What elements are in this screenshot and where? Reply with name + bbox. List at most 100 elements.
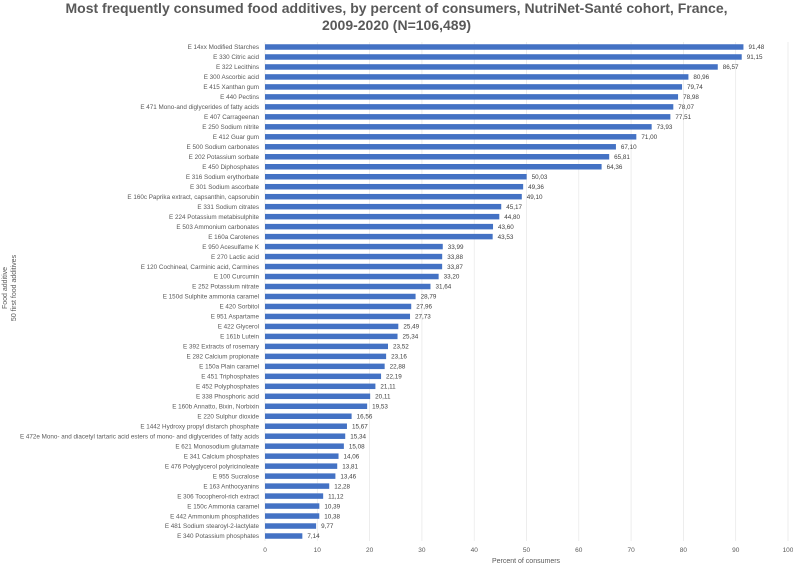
bar (265, 383, 376, 390)
category-label: E 270 Lactic acid (211, 254, 259, 261)
value-label: 64,36 (607, 164, 623, 171)
value-label: 10,39 (324, 503, 340, 510)
x-axis-title: Percent of consumers (492, 558, 561, 565)
category-label: E 160c Paprika extract, capsanthin, caps… (127, 194, 259, 201)
category-label: E 415 Xanthan gum (203, 84, 259, 91)
bar (265, 203, 502, 210)
value-label: 27,96 (416, 304, 432, 311)
bar (265, 213, 500, 220)
bar (265, 193, 522, 200)
value-label: 43,53 (498, 234, 514, 241)
category-label: E 951 Aspartame (211, 314, 260, 321)
value-label: 78,07 (678, 104, 694, 111)
category-label: E 440 Pectins (220, 94, 259, 101)
bar (265, 403, 368, 410)
category-label: E 160b Annatto, Bixin, Norbixin (172, 403, 259, 410)
chart-title-line-1: Most frequently consumed food additives,… (65, 0, 728, 16)
category-label: E 476 Polyglycerol polyricinoleate (165, 463, 260, 470)
bar (265, 373, 382, 380)
value-label: 44,80 (504, 214, 520, 221)
x-tick-label: 90 (732, 547, 740, 554)
value-label: 49,10 (527, 194, 543, 201)
category-label: E 14xx Modified Starches (188, 44, 259, 51)
category-label: E 220 Sulphur dioxide (197, 413, 259, 420)
chart-title-line-2: 2009-2020 (N=106,489) (321, 17, 472, 33)
bar (265, 433, 346, 439)
value-label: 23,16 (391, 354, 407, 361)
bar (265, 263, 443, 270)
chart-title: Most frequently consumed food additives,… (0, 0, 793, 34)
x-tick-label: 10 (314, 547, 322, 554)
value-labels: 91,48 91,15 86,57 80,96 79,74 78,98 78,07 77,51… (307, 44, 764, 540)
value-label: 77,51 (675, 114, 691, 121)
bar (265, 443, 344, 449)
bar (265, 144, 616, 150)
value-label: 71,00 (641, 134, 657, 141)
category-label: E 420 Sorbitol (219, 304, 259, 311)
x-tick-label: 20 (366, 547, 374, 554)
x-tick-label: 70 (627, 547, 635, 554)
category-label: E 163 Anthocyanins (203, 483, 259, 490)
category-label: E 407 Carrageenan (204, 114, 259, 121)
x-tick-label: 30 (418, 547, 426, 554)
bar (265, 453, 339, 459)
category-label: E 955 Sucralose (213, 473, 260, 480)
value-label: 22,19 (386, 374, 402, 381)
bar (265, 513, 320, 519)
x-tick-label: 0 (263, 547, 267, 554)
category-label: E 250 Sodium nitrite (202, 124, 259, 131)
value-label: 11,12 (328, 493, 344, 500)
value-label: 9,77 (321, 523, 334, 530)
value-label: 20,11 (375, 393, 391, 400)
bar (265, 353, 387, 360)
category-label: E 160a Carotenes (208, 234, 259, 241)
category-label: E 282 Calcium propionate (187, 354, 260, 361)
value-label: 86,57 (723, 64, 739, 71)
value-label: 15,34 (350, 433, 366, 440)
bar (265, 413, 352, 419)
category-label: E 150d Sulphite ammonia caramel (163, 294, 259, 301)
bar (265, 44, 744, 50)
bar (265, 533, 303, 539)
bar (265, 253, 443, 260)
value-label: 67,10 (621, 144, 637, 151)
value-label: 73,93 (657, 124, 673, 131)
category-label: E 412 Guar gum (213, 134, 259, 141)
bar (265, 493, 324, 499)
x-tick-label: 40 (471, 547, 479, 554)
category-label: E 450 Diphosphates (202, 164, 259, 171)
bar (265, 313, 411, 320)
bar (265, 243, 443, 250)
value-label: 25,49 (403, 324, 419, 331)
value-label: 15,08 (349, 443, 365, 450)
value-label: 65,81 (614, 154, 630, 161)
bars (265, 44, 744, 539)
category-label: E 422 Glycerol (218, 324, 259, 331)
x-tick-label: 80 (680, 547, 688, 554)
category-label: E 330 Citric acid (213, 54, 259, 61)
category-label: E 301 Sodium ascorbate (190, 184, 259, 191)
category-label: E 331 Sodium citrates (197, 204, 259, 211)
bar (265, 303, 412, 310)
category-label: E 1442 Hydroxy propyl distarch phosphate (140, 423, 259, 430)
bar (265, 104, 674, 110)
value-label: 80,96 (693, 74, 709, 81)
y-axis-title-line-2: 50 first food additives (11, 254, 18, 321)
value-label: 33,87 (447, 264, 463, 271)
value-label: 50,03 (532, 174, 548, 181)
bar (265, 323, 399, 330)
value-label: 78,98 (683, 94, 699, 101)
value-label: 12,28 (334, 483, 350, 490)
bar (265, 343, 389, 350)
bar (265, 64, 718, 70)
value-label: 27,73 (415, 314, 431, 321)
bar (265, 223, 494, 230)
value-label: 49,36 (528, 184, 544, 191)
bar (265, 54, 742, 60)
category-label: E 202 Potassium sorbate (189, 154, 260, 161)
category-label: E 503 Ammonium carbonates (176, 224, 259, 231)
bar (265, 273, 439, 280)
category-label: E 150a Plain caramel (199, 364, 259, 371)
value-label: 23,52 (393, 344, 409, 351)
